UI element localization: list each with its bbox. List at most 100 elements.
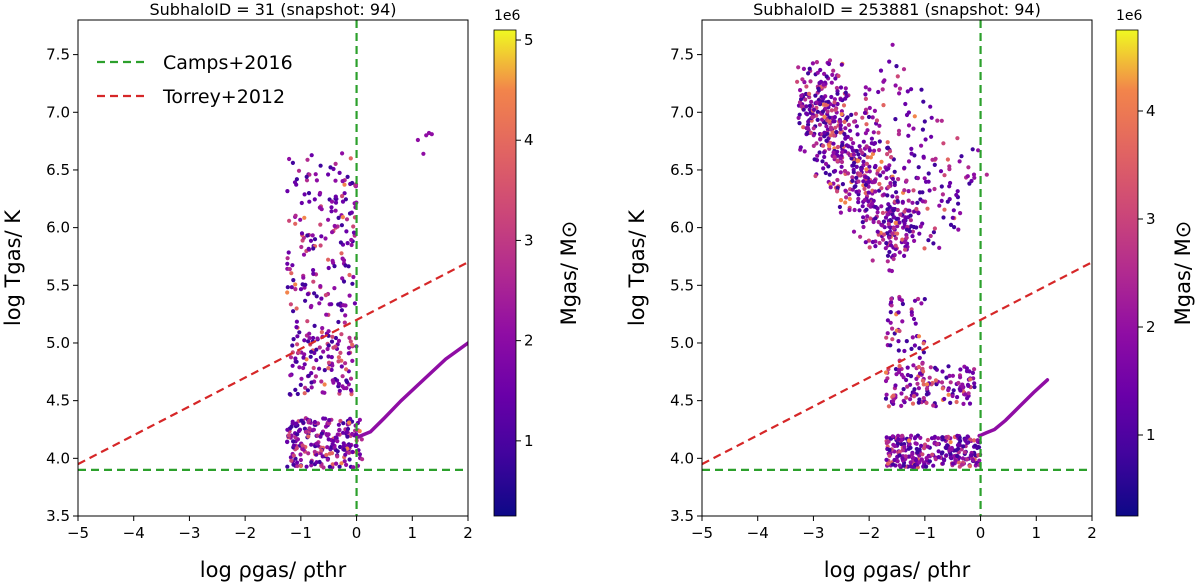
scatter-point <box>927 188 932 193</box>
scatter-point <box>314 347 319 352</box>
scatter-point <box>921 154 926 159</box>
scatter-point <box>947 184 952 189</box>
scatter-point <box>341 421 346 426</box>
scatter-point <box>810 115 815 120</box>
scatter-point <box>857 144 862 149</box>
y-tick-label: 5.0 <box>670 334 694 352</box>
scatter-point <box>966 391 971 396</box>
scatter-point <box>796 115 801 120</box>
scatter-point <box>897 364 902 369</box>
scatter-point <box>349 242 354 248</box>
scatter-point <box>930 157 935 162</box>
scatter-point <box>955 433 960 438</box>
scatter-point <box>835 189 840 194</box>
scatter-point <box>293 221 298 226</box>
scatter-point <box>795 79 800 84</box>
scatter-point <box>914 206 919 212</box>
x-tick-label: 2 <box>463 524 473 542</box>
scatter-point <box>888 243 894 248</box>
scatter-point <box>855 132 860 137</box>
scatter-point <box>314 294 319 299</box>
scatter-point <box>884 457 889 462</box>
scatter-point <box>348 387 354 393</box>
scatter-point <box>318 434 323 439</box>
scatter-point <box>864 175 869 180</box>
scatter-point <box>803 97 808 102</box>
scatter-point <box>904 395 909 400</box>
scatter-point <box>891 256 896 262</box>
scatter-point <box>884 435 889 440</box>
scatter-point <box>916 400 921 405</box>
scatter-point <box>287 267 292 272</box>
scatter-point <box>885 145 890 151</box>
y-tick-label: 6.0 <box>46 219 70 237</box>
colorbar-tick-label: 4 <box>1146 102 1156 120</box>
scatter-point <box>896 433 901 438</box>
scatter-point <box>910 229 916 234</box>
scatter-point <box>353 183 358 188</box>
scatter-point <box>916 364 922 370</box>
scatter-point <box>798 88 803 93</box>
scatter-point <box>822 114 827 119</box>
scatter-point <box>961 444 966 449</box>
scatter-point <box>813 173 818 179</box>
scatter-point <box>881 219 887 224</box>
scatter-point <box>285 439 290 445</box>
scatter-point <box>951 208 956 213</box>
scatter-point <box>421 151 426 156</box>
scatter-point <box>850 148 856 153</box>
scatter-point <box>875 229 880 234</box>
colorbar-label: Mgas/ M⊙ <box>1171 221 1195 326</box>
scatter-point <box>828 133 833 138</box>
scatter-point <box>347 420 352 425</box>
scatter-point <box>901 387 906 392</box>
scatter-point <box>970 457 976 463</box>
scatter-point <box>964 457 970 462</box>
scatter-point <box>933 378 939 383</box>
scatter-point <box>956 227 961 232</box>
scatter-point <box>843 200 848 205</box>
scatter-point <box>336 359 341 364</box>
scatter-point <box>899 403 904 408</box>
scatter-point <box>307 426 312 431</box>
scatter-point <box>955 189 960 194</box>
scatter-point <box>344 462 349 467</box>
scatter-point <box>861 215 866 220</box>
scatter-point <box>302 362 307 367</box>
scatter-point <box>940 461 945 466</box>
scatter-point <box>897 328 902 334</box>
scatter-point <box>829 80 834 85</box>
scatter-point <box>967 464 973 469</box>
scatter-point <box>955 453 960 459</box>
legend-label-camps: Camps+2016 <box>163 52 293 74</box>
scatter-point <box>305 319 310 324</box>
scatter-point <box>877 147 882 153</box>
scatter-point <box>335 454 340 459</box>
scatter-point <box>910 335 915 340</box>
scatter-point <box>889 218 894 224</box>
eos-track <box>354 341 468 440</box>
scatter-point <box>860 115 865 120</box>
scatter-point <box>838 156 843 161</box>
scatter-point <box>297 365 302 370</box>
scatter-point <box>832 97 838 102</box>
scatter-point <box>319 379 324 384</box>
scatter-point <box>821 96 826 101</box>
scatter-point <box>849 137 854 142</box>
scatter-point <box>893 246 898 252</box>
scatter-point <box>915 450 920 455</box>
scatter-point <box>936 436 941 441</box>
scatter-point <box>928 233 933 239</box>
scatter-point <box>311 268 316 273</box>
scatter-point <box>294 446 299 451</box>
scatter-point <box>831 181 836 186</box>
scatter-point <box>917 371 923 376</box>
x-tick-label: 1 <box>1032 524 1042 542</box>
scatter-point <box>937 245 942 250</box>
scatter-point <box>303 298 308 303</box>
scatter-point <box>905 384 910 389</box>
scatter-point <box>302 215 307 220</box>
scatter-point <box>339 251 344 256</box>
scatter-point <box>831 68 836 73</box>
